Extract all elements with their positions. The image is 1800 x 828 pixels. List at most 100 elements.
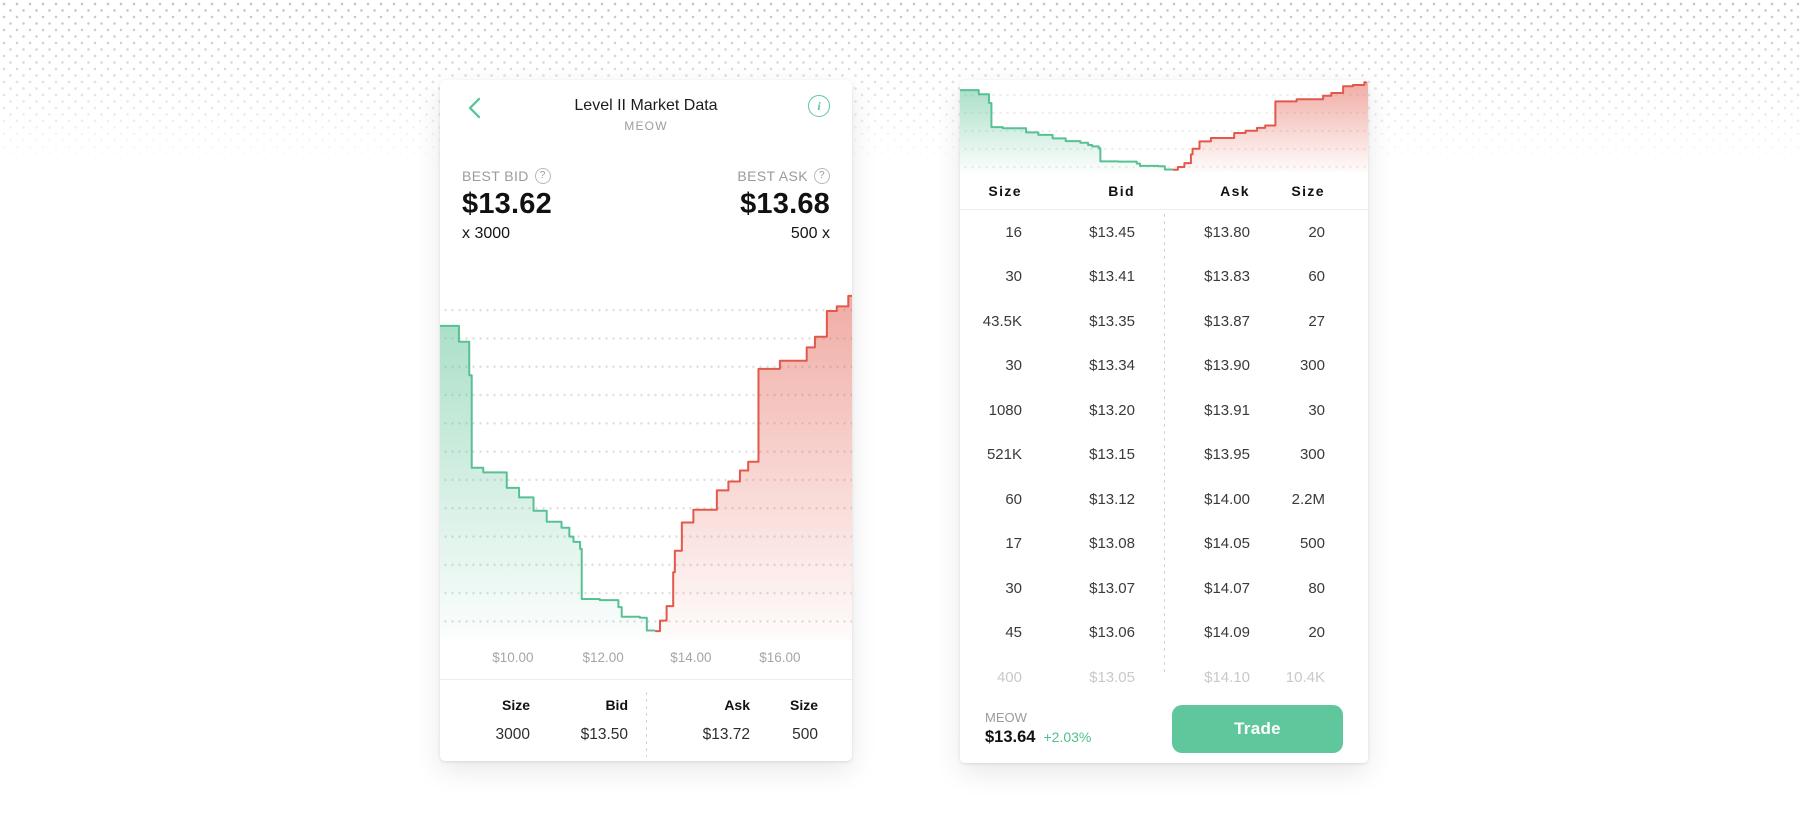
ask-size-cell: 20 bbox=[1308, 624, 1325, 642]
bid-size-cell: 60 bbox=[1005, 490, 1022, 508]
bid-size-cell: 45 bbox=[1005, 624, 1022, 642]
level2-market-data-panel: Level II Market Data MEOW i BEST BID ? $… bbox=[440, 80, 852, 761]
order-book-row[interactable]: 30 $13.41 $13.83 60 bbox=[960, 255, 1368, 300]
bid-size-cell: 521K bbox=[986, 446, 1022, 464]
best-bid-ask-section: BEST BID ? $13.62 x 3000 BEST ASK ? $13.… bbox=[440, 160, 852, 252]
ask-size-cell: 80 bbox=[1308, 579, 1325, 597]
order-book-header: Size Bid Ask Size bbox=[960, 172, 1368, 210]
chevron-left-icon bbox=[468, 97, 481, 119]
depth-chart-svg bbox=[960, 80, 1368, 172]
x-axis-tick-label: $16.00 bbox=[759, 650, 801, 665]
x-axis-tick-label: $14.00 bbox=[670, 650, 712, 665]
order-book-row[interactable]: 45 $13.06 $14.09 20 bbox=[960, 611, 1368, 656]
bid-size-cell: 1080 bbox=[988, 401, 1022, 419]
x-axis-tick-label: $12.00 bbox=[582, 650, 624, 665]
inside-quote-table: Size Bid Ask Size 3000 $13.50 $13.72 500 bbox=[440, 679, 852, 761]
order-book-panel: Size Bid Ask Size 16 $13.45 $13.80 20 30 $13.… bbox=[960, 80, 1368, 763]
column-header-bid: Bid bbox=[605, 697, 628, 713]
background-fade bbox=[0, 0, 1800, 171]
order-book-row[interactable]: 521K $13.15 $13.95 300 bbox=[960, 433, 1368, 478]
footer-ticker-symbol: MEOW bbox=[985, 710, 1027, 725]
ask-size-cell: 2.2M bbox=[1291, 490, 1325, 508]
bid-price-cell: $13.41 bbox=[1089, 268, 1135, 286]
bid-price-cell: $13.15 bbox=[1089, 446, 1135, 464]
help-icon[interactable]: ? bbox=[534, 168, 551, 184]
order-book-row[interactable]: 17 $13.08 $14.05 500 bbox=[960, 522, 1368, 567]
quote-table-row: 3000 $13.50 $13.72 500 bbox=[440, 726, 852, 744]
bid-size-cell: 16 bbox=[1005, 223, 1022, 241]
ask-size-cell: 20 bbox=[1308, 223, 1325, 241]
bid-price-cell: $13.34 bbox=[1089, 357, 1135, 375]
column-header-ask: Ask bbox=[724, 697, 750, 713]
bid-size-value: 3000 bbox=[495, 726, 530, 743]
column-header-ask-size: Size bbox=[789, 697, 818, 713]
ask-size-value: 500 bbox=[792, 726, 818, 743]
best-ask-block: BEST ASK ? $13.68 500 x bbox=[737, 168, 830, 252]
bid-price-cell: $13.12 bbox=[1089, 490, 1135, 508]
best-bid-price: $13.62 bbox=[462, 188, 552, 220]
bid-price-cell: $13.35 bbox=[1089, 312, 1135, 330]
column-header-bid-size: Size bbox=[501, 697, 530, 713]
bid-ask-divider bbox=[1164, 214, 1165, 674]
ask-price-cell: $14.00 bbox=[1204, 490, 1250, 508]
x-axis: $10.00 $12.00 $14.00 $16.00 bbox=[440, 642, 852, 674]
best-ask-size: 500 x bbox=[790, 225, 830, 242]
best-bid-size: x 3000 bbox=[462, 225, 511, 242]
best-ask-label: BEST ASK bbox=[737, 168, 808, 184]
bid-size-cell: 400 bbox=[996, 668, 1022, 686]
ticker-symbol: MEOW bbox=[624, 119, 668, 133]
best-ask-label-row: BEST ASK ? bbox=[737, 168, 830, 184]
bid-size-cell: 30 bbox=[1005, 357, 1022, 375]
bid-price-cell: $13.08 bbox=[1089, 535, 1135, 553]
trade-button[interactable]: Trade bbox=[1172, 704, 1343, 753]
order-book-row[interactable]: 30 $13.34 $13.90 300 bbox=[960, 344, 1368, 389]
info-icon[interactable]: i bbox=[808, 95, 830, 117]
column-header-ask: Ask bbox=[1220, 182, 1250, 199]
ask-price-cell: $13.87 bbox=[1204, 312, 1250, 330]
ask-price-cell: $13.95 bbox=[1204, 446, 1250, 464]
order-book-row[interactable]: 1080 $13.20 $13.91 30 bbox=[960, 388, 1368, 433]
order-book-row[interactable]: 43.5K $13.35 $13.87 27 bbox=[960, 299, 1368, 344]
ask-size-cell: 10.4K bbox=[1285, 668, 1325, 686]
mini-depth-chart[interactable] bbox=[960, 80, 1368, 172]
bid-price-cell: $13.06 bbox=[1089, 624, 1135, 642]
order-book-row[interactable]: 60 $13.12 $14.00 2.2M bbox=[960, 477, 1368, 522]
bid-price-cell: $13.07 bbox=[1089, 579, 1135, 597]
ask-price-cell: $13.90 bbox=[1204, 357, 1250, 375]
depth-chart[interactable] bbox=[440, 287, 852, 640]
order-book-row[interactable]: 400 $13.05 $14.10 10.4K bbox=[960, 655, 1368, 700]
best-ask-price: $13.68 bbox=[740, 188, 830, 220]
order-book-row[interactable]: 16 $13.45 $13.80 20 bbox=[960, 210, 1368, 255]
ask-price-cell: $13.80 bbox=[1204, 223, 1250, 241]
best-bid-block: BEST BID ? $13.62 x 3000 bbox=[462, 168, 552, 252]
ask-price-cell: $14.09 bbox=[1204, 624, 1250, 642]
footer-quote: MEOW $13.64 +2.03% bbox=[985, 710, 1091, 747]
quote-table-header: Size Bid Ask Size bbox=[440, 697, 852, 713]
footer-last-price: $13.64 bbox=[985, 728, 1036, 746]
bid-size-cell: 17 bbox=[1005, 535, 1022, 553]
footer-percent-change: +2.03% bbox=[1043, 729, 1092, 745]
ask-price-cell: $13.91 bbox=[1204, 401, 1250, 419]
depth-chart-svg bbox=[440, 287, 852, 640]
ask-price-cell: $14.05 bbox=[1204, 535, 1250, 553]
order-book-row[interactable]: 30 $13.07 $14.07 80 bbox=[960, 566, 1368, 611]
order-book-rows[interactable]: 16 $13.45 $13.80 20 30 $13.41 $13.83 60 43.5K $13… bbox=[960, 210, 1368, 700]
back-button[interactable] bbox=[462, 96, 488, 122]
bid-size-cell: 43.5K bbox=[982, 312, 1022, 330]
ask-size-cell: 500 bbox=[1299, 535, 1325, 553]
help-icon[interactable]: ? bbox=[814, 168, 830, 184]
bid-ask-divider bbox=[646, 692, 647, 757]
column-header-bid: Bid bbox=[1108, 182, 1135, 199]
panel-header: Level II Market Data MEOW i bbox=[440, 80, 852, 160]
column-header-bid-size: Size bbox=[988, 182, 1022, 199]
ask-price-cell: $13.83 bbox=[1204, 268, 1250, 286]
bid-price-cell: $13.20 bbox=[1089, 401, 1135, 419]
ask-price-cell: $14.10 bbox=[1204, 668, 1250, 686]
ask-size-cell: 300 bbox=[1299, 357, 1325, 375]
page-title: Level II Market Data bbox=[574, 97, 718, 114]
bid-size-cell: 30 bbox=[1005, 268, 1022, 286]
best-bid-label: BEST BID bbox=[462, 168, 529, 184]
bid-price-value: $13.50 bbox=[580, 726, 628, 743]
ask-size-cell: 27 bbox=[1308, 312, 1325, 330]
x-axis-tick-label: $10.00 bbox=[492, 650, 534, 665]
